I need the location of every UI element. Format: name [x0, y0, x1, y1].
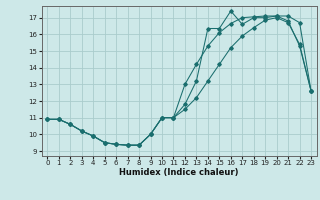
X-axis label: Humidex (Indice chaleur): Humidex (Indice chaleur) — [119, 168, 239, 177]
